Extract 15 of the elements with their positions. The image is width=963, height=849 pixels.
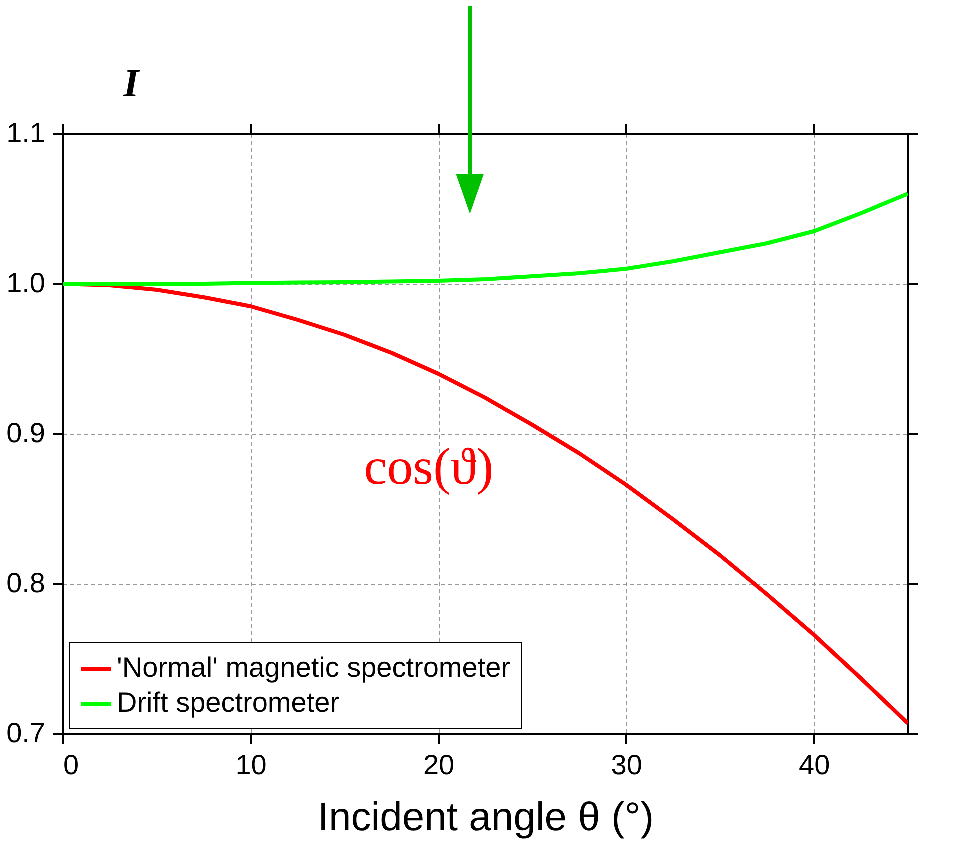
y-tick-label: 1.1 xyxy=(6,118,46,148)
y-axis-title: I xyxy=(122,60,140,106)
x-tick-label: 40 xyxy=(799,750,830,780)
legend-label: Drift spectrometer xyxy=(117,687,340,718)
x-tick-label: 10 xyxy=(236,750,267,780)
y-tick-label: 0.7 xyxy=(6,718,46,748)
x-tick-label: 20 xyxy=(423,750,455,780)
y-tick-label: 0.9 xyxy=(6,418,46,448)
x-tick-label: 0 xyxy=(64,750,80,780)
legend-label: 'Normal' magnetic spectrometer xyxy=(117,652,510,683)
x-tick-label: 30 xyxy=(611,750,642,780)
y-tick-label: 1.0 xyxy=(6,268,46,298)
annotation: cos(ϑ) xyxy=(364,439,494,496)
y-tick-label: 0.8 xyxy=(6,568,46,598)
x-axis-title: Incident angle θ (°) xyxy=(318,796,654,840)
